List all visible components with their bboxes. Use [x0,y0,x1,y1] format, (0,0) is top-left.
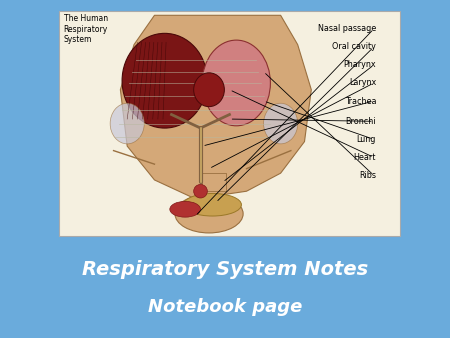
Ellipse shape [202,40,270,126]
Ellipse shape [194,73,225,107]
Text: Ribs: Ribs [359,171,376,180]
Text: Pharynx: Pharynx [343,61,376,69]
Ellipse shape [170,201,201,217]
Bar [202,173,226,191]
Ellipse shape [184,193,241,216]
Text: Respiratory System Notes: Respiratory System Notes [82,261,368,280]
Text: Heart: Heart [354,153,376,162]
Text: Lung: Lung [357,135,376,144]
Text: The Human
Respiratory
System: The Human Respiratory System [63,14,108,44]
Bar [59,11,400,236]
Ellipse shape [264,103,298,144]
Text: Bronchi: Bronchi [346,117,376,126]
Text: Nasal passage: Nasal passage [318,24,376,33]
Ellipse shape [110,103,144,144]
Ellipse shape [175,195,243,233]
Text: Trachea: Trachea [345,97,376,105]
Polygon shape [121,15,311,202]
Text: Larynx: Larynx [349,78,376,88]
Ellipse shape [122,33,207,128]
Text: Oral cavity: Oral cavity [332,42,376,51]
Ellipse shape [194,185,207,198]
Text: Notebook page: Notebook page [148,298,302,316]
